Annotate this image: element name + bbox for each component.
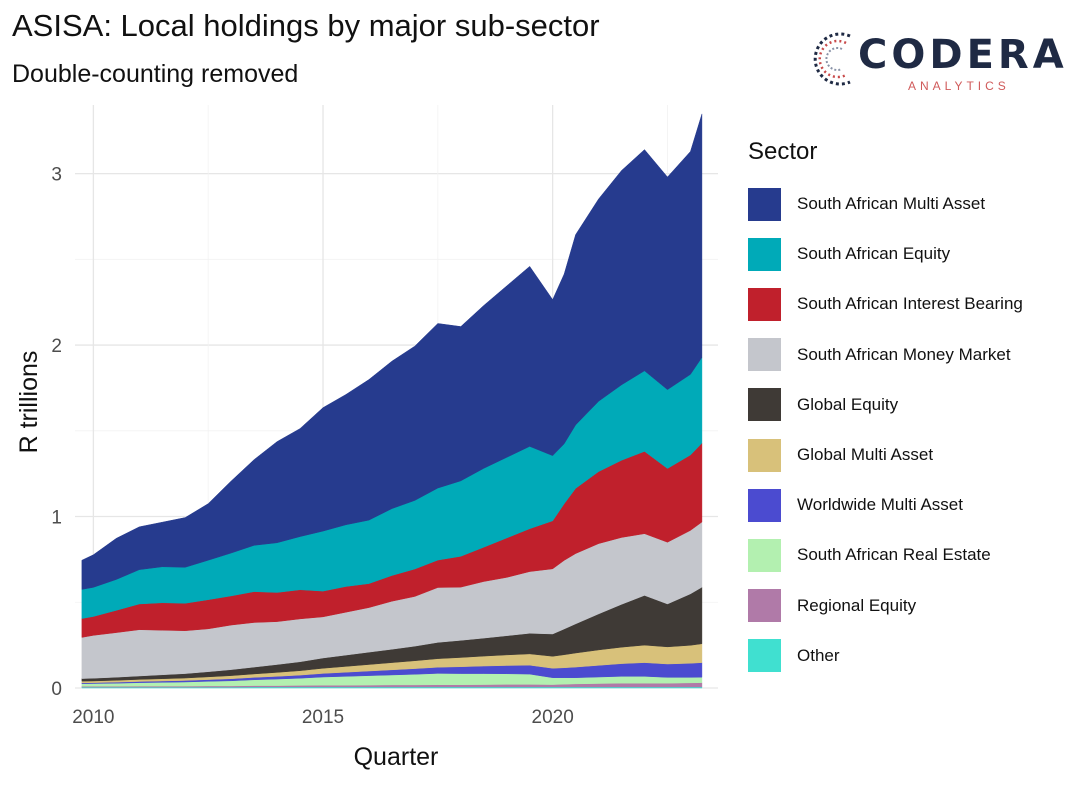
legend-key-swatch [748,639,781,673]
x-axis-title: Quarter [354,743,439,771]
x-tick-label: 2010 [72,707,114,728]
y-tick-label: 0 [51,679,62,700]
legend-items: South African Multi Asset South African E… [748,179,1023,681]
chart-subtitle: Double-counting removed [12,60,299,88]
legend-item: South African Real Estate [748,530,1023,580]
logo-subtext: ANALYTICS [908,79,1010,93]
x-tick-label: 2015 [302,707,344,728]
chart-title: ASISA: Local holdings by major sub-secto… [12,8,600,43]
legend-key-swatch [748,488,781,522]
axis-labels: 0 1 2 3 2010 2015 2020 [51,165,573,728]
y-tick-label: 2 [51,336,62,357]
legend-item: South African Interest Bearing [748,279,1023,329]
legend-item: South African Multi Asset [748,179,1023,229]
legend-key-swatch [748,187,781,221]
legend-key-swatch [748,589,781,623]
legend-label: Global Multi Asset [797,445,934,465]
legend-label: South African Real Estate [797,545,991,565]
legend-label: Regional Equity [797,595,917,615]
area-layers [81,113,703,689]
codera-logo: CODERA ANALYTICS [800,18,1064,98]
legend: Sector South African Multi Asset South Af… [748,138,1023,681]
legend-key-swatch [748,237,781,271]
legend-label: South African Multi Asset [797,194,986,214]
legend-label: Worldwide Multi Asset [797,495,963,515]
area-south-african-multi-asset [81,113,703,590]
codera-arc-logo-icon [813,32,851,86]
legend-item: Other [748,631,1023,681]
legend-label: Other [797,645,840,665]
legend-title: Sector [748,138,818,165]
legend-label: South African Equity [797,244,951,264]
legend-item: Worldwide Multi Asset [748,480,1023,530]
y-tick-label: 1 [51,508,62,529]
legend-item: South African Money Market [748,330,1023,380]
legend-key-swatch [748,287,781,321]
legend-label: South African Money Market [797,344,1011,364]
legend-label: South African Interest Bearing [797,294,1023,314]
legend-label: Global Equity [797,394,899,414]
legend-item: Global Multi Asset [748,430,1023,480]
legend-key-swatch [748,338,781,372]
logo-wordmark: CODERA [858,32,1068,78]
legend-key-swatch [748,388,781,422]
legend-item: Global Equity [748,380,1023,430]
legend-item: South African Equity [748,229,1023,279]
legend-key-swatch [748,438,781,472]
y-tick-label: 3 [51,165,62,186]
legend-key-swatch [748,538,781,572]
y-axis-title: R trillions [15,351,43,454]
x-tick-label: 2020 [532,707,574,728]
legend-item: Regional Equity [748,581,1023,631]
